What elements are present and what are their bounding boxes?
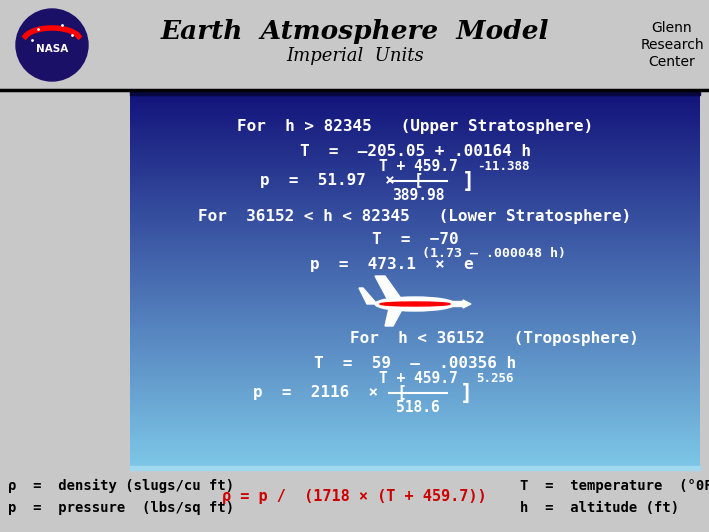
Circle shape (16, 9, 88, 81)
Text: 389.98: 389.98 (392, 188, 445, 203)
Text: p  =  51.97  ×  [: p = 51.97 × [ (260, 173, 423, 188)
Text: T + 459.7: T + 459.7 (379, 371, 457, 386)
Text: For  h < 36152   (Troposphere): For h < 36152 (Troposphere) (350, 331, 639, 346)
Text: Glenn
Research
Center: Glenn Research Center (640, 21, 704, 69)
Polygon shape (359, 288, 377, 304)
Text: T  =  59  –  .00356 h: T = 59 – .00356 h (314, 355, 516, 370)
Text: p  =  473.1  ×  e: p = 473.1 × e (310, 256, 474, 271)
Text: NASA: NASA (36, 44, 68, 54)
Text: Imperial  Units: Imperial Units (286, 47, 424, 65)
Text: T + 459.7: T + 459.7 (379, 159, 457, 174)
Bar (130, 90, 700, 95)
Text: ]: ] (460, 383, 473, 403)
Text: For  36152 < h < 82345   (Lower Stratosphere): For 36152 < h < 82345 (Lower Stratospher… (199, 209, 632, 223)
Text: Earth  Atmosphere  Model: Earth Atmosphere Model (161, 20, 549, 45)
Text: 5.256: 5.256 (476, 372, 513, 386)
Bar (130, 466, 700, 470)
Text: T  =  −70: T = −70 (372, 232, 458, 247)
Text: (1.73 – .000048 h): (1.73 – .000048 h) (422, 246, 566, 260)
Text: 518.6: 518.6 (396, 400, 440, 415)
FancyArrow shape (445, 300, 471, 308)
Text: p  =  pressure  (lbs/sq ft): p = pressure (lbs/sq ft) (8, 501, 234, 515)
Text: ρ = p /  (1718 × (T + 459.7)): ρ = p / (1718 × (T + 459.7)) (222, 489, 486, 504)
Text: T  =  –205.05 + .00164 h: T = –205.05 + .00164 h (299, 144, 530, 159)
Text: -11.388: -11.388 (477, 161, 530, 173)
Text: ρ  =  density (slugs/cu ft): ρ = density (slugs/cu ft) (8, 479, 234, 493)
Polygon shape (375, 276, 405, 326)
Text: For  h > 82345   (Upper Stratosphere): For h > 82345 (Upper Stratosphere) (237, 120, 593, 135)
Text: p  =  2116  ×  [: p = 2116 × [ (253, 386, 407, 401)
Ellipse shape (380, 302, 450, 306)
Ellipse shape (375, 297, 455, 311)
Text: T  =  temperature  (°0F): T = temperature (°0F) (520, 479, 709, 493)
Text: h  =  altitude (ft): h = altitude (ft) (520, 501, 679, 515)
Text: ]: ] (462, 171, 475, 191)
